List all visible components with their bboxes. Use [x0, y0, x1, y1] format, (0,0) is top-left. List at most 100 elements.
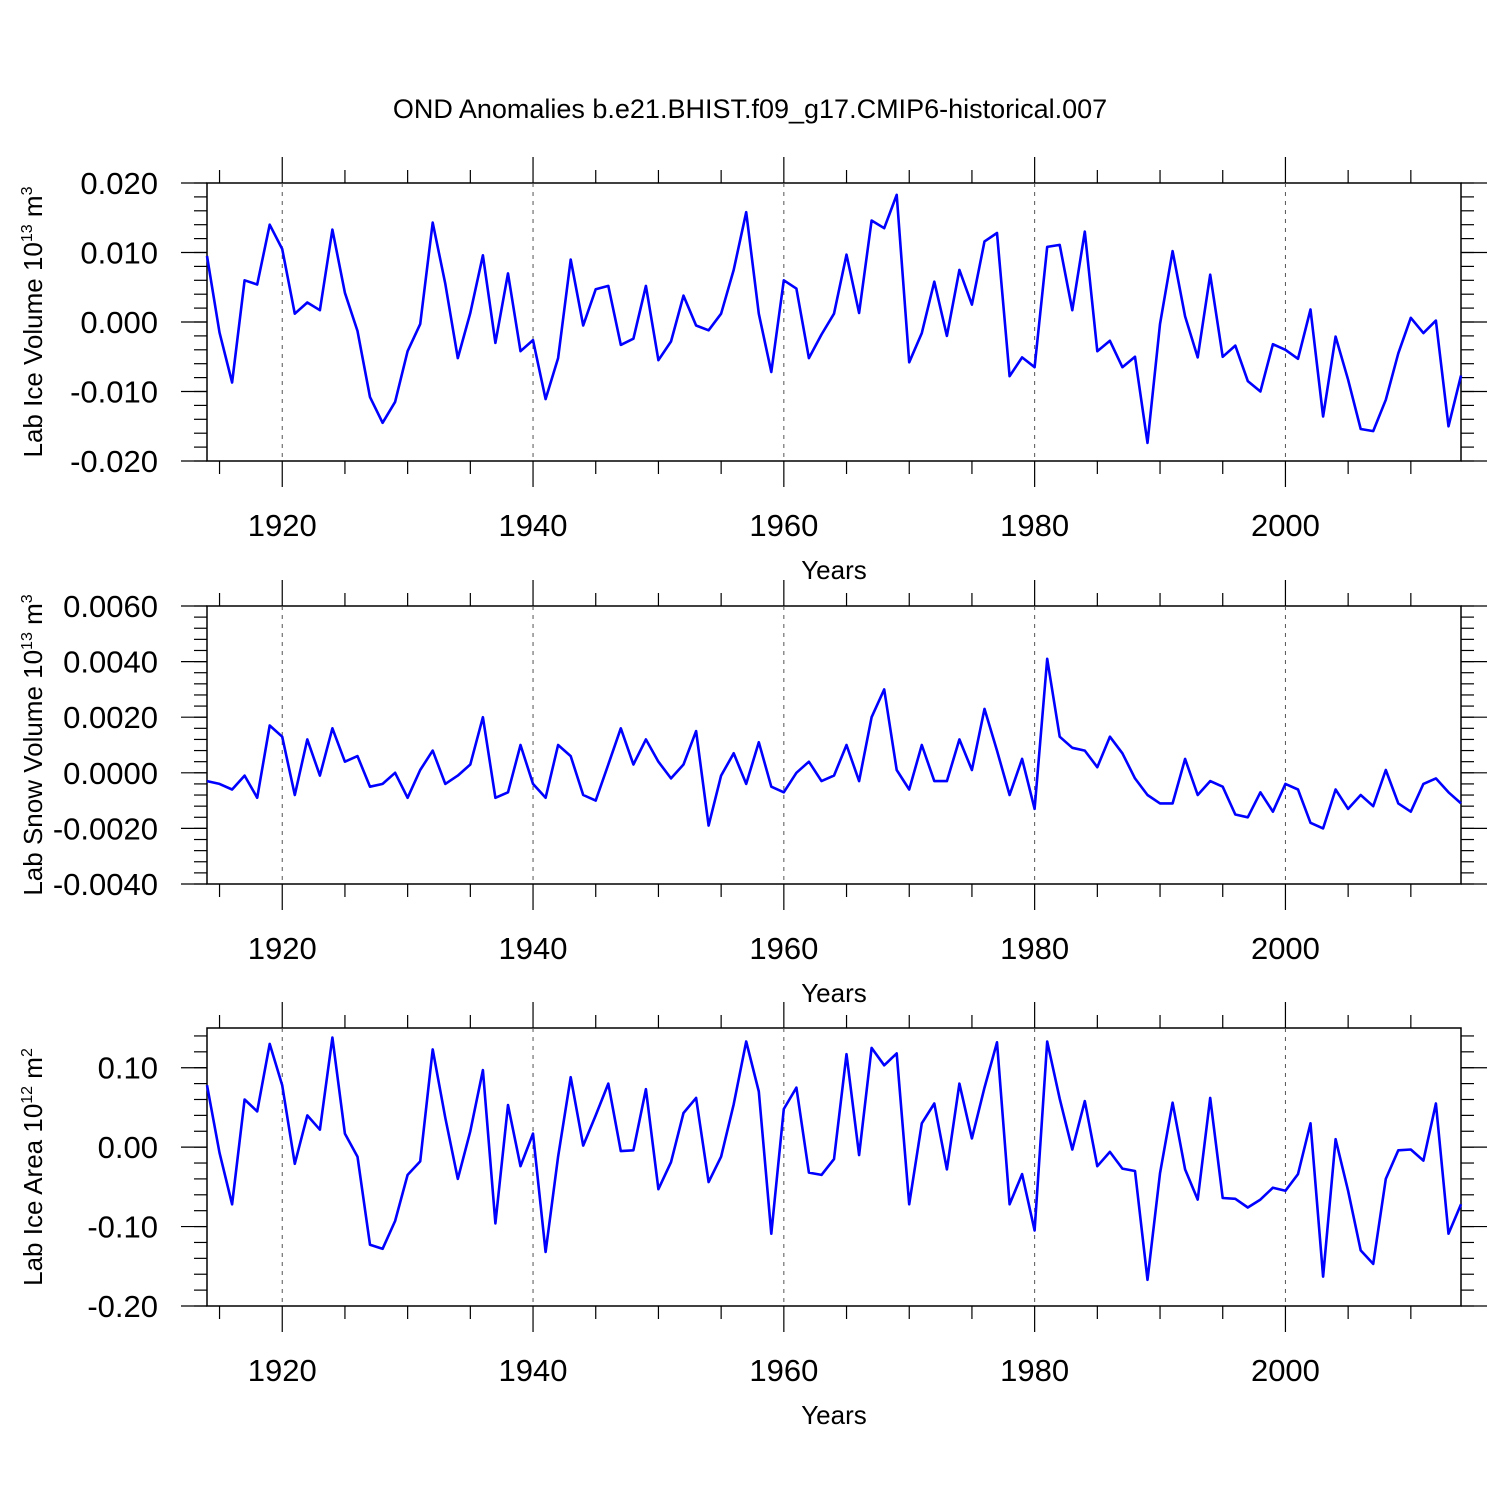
data-point: [1021, 356, 1023, 358]
data-point: [1460, 1203, 1462, 1205]
data-point: [1109, 1151, 1111, 1153]
data-point: [1334, 335, 1336, 337]
data-point: [595, 799, 597, 801]
data-point: [1121, 752, 1123, 754]
data-point: [331, 727, 333, 729]
data-point: [1071, 1148, 1073, 1150]
data-point: [544, 797, 546, 799]
data-point: [745, 211, 747, 213]
data-point: [795, 1086, 797, 1088]
panel-3: 1920 1940 1960 1980 2000 Years 0.10 0.00 -0.10 -0…: [18, 1002, 1487, 1430]
data-point: [406, 797, 408, 799]
data-point: [870, 716, 872, 718]
data-point: [695, 1097, 697, 1099]
data-point: [695, 730, 697, 732]
x-tick-label: 2000: [1251, 931, 1320, 966]
data-point: [1397, 1149, 1399, 1151]
data-point: [507, 791, 509, 793]
data-point: [444, 283, 446, 285]
data-point: [657, 359, 659, 361]
data-point: [632, 337, 634, 339]
y-tick-label: 0.00: [98, 1130, 158, 1165]
data-point: [858, 1154, 860, 1156]
data-point: [695, 324, 697, 326]
y-tick-label: -0.10: [87, 1210, 158, 1245]
data-point: [1121, 1167, 1123, 1169]
data-point: [218, 783, 220, 785]
data-point: [1222, 786, 1224, 788]
data-point: [519, 350, 521, 352]
data-point: [808, 357, 810, 359]
data-point: [482, 716, 484, 718]
data-point: [996, 1041, 998, 1043]
data-point: [883, 688, 885, 690]
data-point: [1159, 323, 1161, 325]
plot-frame: [206, 182, 1462, 462]
x-axis-label: Years: [801, 1400, 867, 1430]
data-point: [281, 735, 283, 737]
data-point: [1184, 1168, 1186, 1170]
data-point: [908, 1203, 910, 1205]
data-point: [544, 1251, 546, 1253]
data-point: [269, 224, 271, 226]
data-point: [319, 774, 321, 776]
data-point: [833, 312, 835, 314]
data-point: [921, 332, 923, 334]
data-point: [657, 760, 659, 762]
y-tick-label: 0.010: [80, 236, 158, 271]
data-point: [532, 1132, 534, 1134]
data-point: [1196, 1198, 1198, 1200]
data-point: [394, 772, 396, 774]
data-point: [306, 301, 308, 303]
data-point: [983, 1086, 985, 1088]
data-point: [1397, 802, 1399, 804]
plot-frame: [206, 605, 1462, 885]
data-point: [1309, 308, 1311, 310]
x-tick-label: 1940: [499, 931, 568, 966]
data-point: [1234, 344, 1236, 346]
data-point: [1084, 749, 1086, 751]
data-point: [1334, 1138, 1336, 1140]
data-point: [281, 248, 283, 250]
data-point: [457, 1178, 459, 1180]
data-point: [682, 1112, 684, 1114]
data-point: [1447, 791, 1449, 793]
data-point: [645, 738, 647, 740]
data-point: [369, 1244, 371, 1246]
y-tick-label: 0.0020: [63, 700, 158, 735]
data-point: [582, 324, 584, 326]
data-point: [1008, 1203, 1010, 1205]
data-point: [732, 752, 734, 754]
data-point: [670, 777, 672, 779]
data-point: [1033, 808, 1035, 810]
data-point: [419, 769, 421, 771]
data-point: [482, 1069, 484, 1071]
data-point: [1059, 244, 1061, 246]
data-point: [670, 1161, 672, 1163]
data-point: [1109, 735, 1111, 737]
data-point: [344, 292, 346, 294]
data-point: [1096, 766, 1098, 768]
data-point: [607, 285, 609, 287]
data-point: [1322, 1275, 1324, 1277]
data-point: [720, 312, 722, 314]
data-point: [369, 396, 371, 398]
data-point: [1385, 1178, 1387, 1180]
data-point: [1184, 758, 1186, 760]
data-point: [519, 744, 521, 746]
data-point: [1410, 317, 1412, 319]
data-point: [1322, 415, 1324, 417]
panels: 1920 1940 1960 1980 2000Years0.0200.0100.000…: [18, 157, 1487, 1430]
data-point: [1247, 816, 1249, 818]
data-point: [946, 780, 948, 782]
x-tick-label: 1920: [248, 1353, 317, 1388]
data-point: [469, 312, 471, 314]
data-point: [432, 749, 434, 751]
data-point: [319, 309, 321, 311]
data-point: [1084, 230, 1086, 232]
data-point: [1033, 1229, 1035, 1231]
data-point: [1372, 805, 1374, 807]
data-point: [432, 1048, 434, 1050]
y-tick-label: 0.10: [98, 1051, 158, 1086]
x-tick-label: 1920: [248, 931, 317, 966]
